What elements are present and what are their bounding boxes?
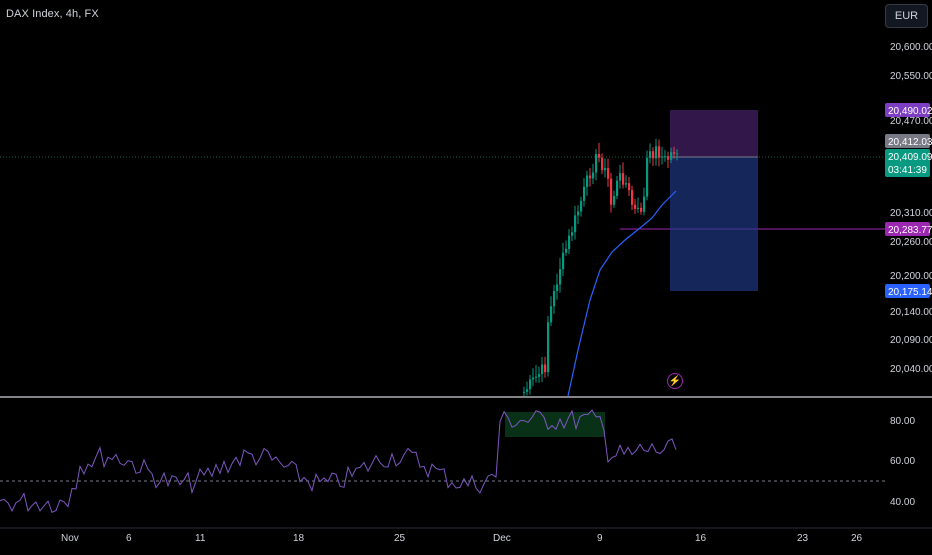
time-tick: Dec	[493, 533, 511, 544]
rsi-axis[interactable]: 80.00 60.00 40.00	[890, 416, 915, 508]
candle	[655, 146, 658, 159]
candle	[592, 172, 595, 179]
candle	[559, 269, 562, 285]
candle	[640, 207, 643, 212]
candle-series	[523, 138, 679, 396]
candle	[574, 215, 577, 233]
candle	[556, 284, 559, 291]
candle	[580, 200, 583, 212]
rsi-line	[0, 409, 677, 513]
time-tick: 16	[695, 533, 707, 544]
candle	[652, 151, 655, 159]
candle	[628, 183, 631, 191]
candle	[544, 364, 547, 373]
candle	[661, 156, 664, 158]
price-tick: 20,090.00	[890, 335, 932, 346]
moving-average-line	[567, 190, 677, 397]
candle	[604, 168, 607, 171]
candle	[613, 196, 616, 205]
candle	[529, 379, 532, 390]
candle	[631, 190, 634, 205]
price-axis[interactable]: 20,600.00 20,550.00 20,470.00 20,310.00 …	[885, 42, 932, 375]
candle	[610, 178, 613, 205]
price-tick: 20,310.00	[890, 208, 932, 219]
candle	[598, 154, 601, 158]
price-tick: 20,470.00	[890, 116, 932, 127]
candle	[523, 391, 526, 393]
candle	[625, 183, 628, 185]
bar-countdown-label: 03:41:39	[888, 165, 927, 176]
price-tick: 20,040.00	[890, 364, 932, 375]
rsi-tick: 80.00	[890, 416, 915, 427]
currency-button[interactable]: EUR	[885, 4, 928, 28]
target-price-label-bg	[885, 103, 930, 117]
time-tick: 11	[195, 533, 206, 544]
price-tick: 20,140.00	[890, 307, 932, 318]
target-zone[interactable]	[670, 110, 758, 157]
candle	[673, 152, 676, 154]
candle	[676, 153, 679, 155]
candle	[571, 232, 574, 236]
candle	[538, 374, 541, 377]
candle	[532, 377, 535, 380]
candle	[553, 290, 556, 307]
candle	[550, 306, 553, 323]
price-tick: 20,550.00	[890, 71, 932, 82]
time-tick: 26	[851, 533, 863, 544]
candle	[586, 175, 589, 187]
rsi-tick: 60.00	[890, 456, 915, 467]
candle	[565, 248, 568, 253]
candle	[622, 173, 625, 185]
price-tick: 20,600.00	[890, 42, 932, 53]
price-tick: 20,260.00	[890, 237, 932, 248]
candle	[616, 180, 619, 197]
candle	[526, 389, 529, 392]
candle	[562, 252, 565, 270]
support-price-label-bg	[885, 222, 930, 236]
stop-zone[interactable]	[670, 157, 758, 291]
rsi-overbought-fill	[505, 412, 605, 437]
candle	[649, 151, 652, 158]
last-price-label: 20,409.09	[888, 152, 932, 163]
candle	[568, 235, 571, 249]
last-price-label-bg	[885, 149, 930, 177]
candle	[646, 157, 649, 197]
time-axis[interactable]: Nov 6 11 18 25 Dec 9 16 23 26	[61, 533, 863, 544]
candle	[601, 157, 604, 171]
stop-price-label: 20,175.14	[888, 287, 932, 298]
rsi-tick: 40.00	[890, 497, 915, 508]
candle	[535, 376, 538, 378]
candle	[541, 364, 544, 375]
target-price-label: 20,490.02	[888, 106, 932, 117]
candle	[583, 186, 586, 201]
candle	[667, 156, 670, 160]
entry-price-label-bg	[885, 134, 930, 148]
stop-price-label-bg	[885, 284, 930, 298]
candle	[664, 156, 667, 158]
symbol-title[interactable]: DAX Index, 4h, FX	[6, 8, 99, 20]
support-price-label: 20,283.77	[888, 225, 932, 236]
entry-price-label: 20,412.03	[888, 137, 932, 148]
time-tick: Nov	[61, 533, 79, 544]
time-tick: 18	[293, 533, 305, 544]
time-tick: 6	[126, 533, 132, 544]
candle	[643, 196, 646, 212]
candle	[658, 146, 661, 158]
candle	[634, 204, 637, 209]
candle	[589, 175, 592, 179]
candle	[595, 154, 598, 173]
candle	[670, 152, 673, 160]
candle	[637, 207, 640, 209]
time-tick: 23	[797, 533, 809, 544]
price-tick: 20,200.00	[890, 271, 932, 282]
candle	[607, 168, 610, 179]
candle	[619, 173, 622, 181]
candle	[577, 211, 580, 216]
lightning-alert-icon[interactable]: ⚡	[667, 373, 683, 389]
time-tick: 25	[394, 533, 406, 544]
time-tick: 9	[597, 533, 603, 544]
candle	[547, 322, 550, 373]
